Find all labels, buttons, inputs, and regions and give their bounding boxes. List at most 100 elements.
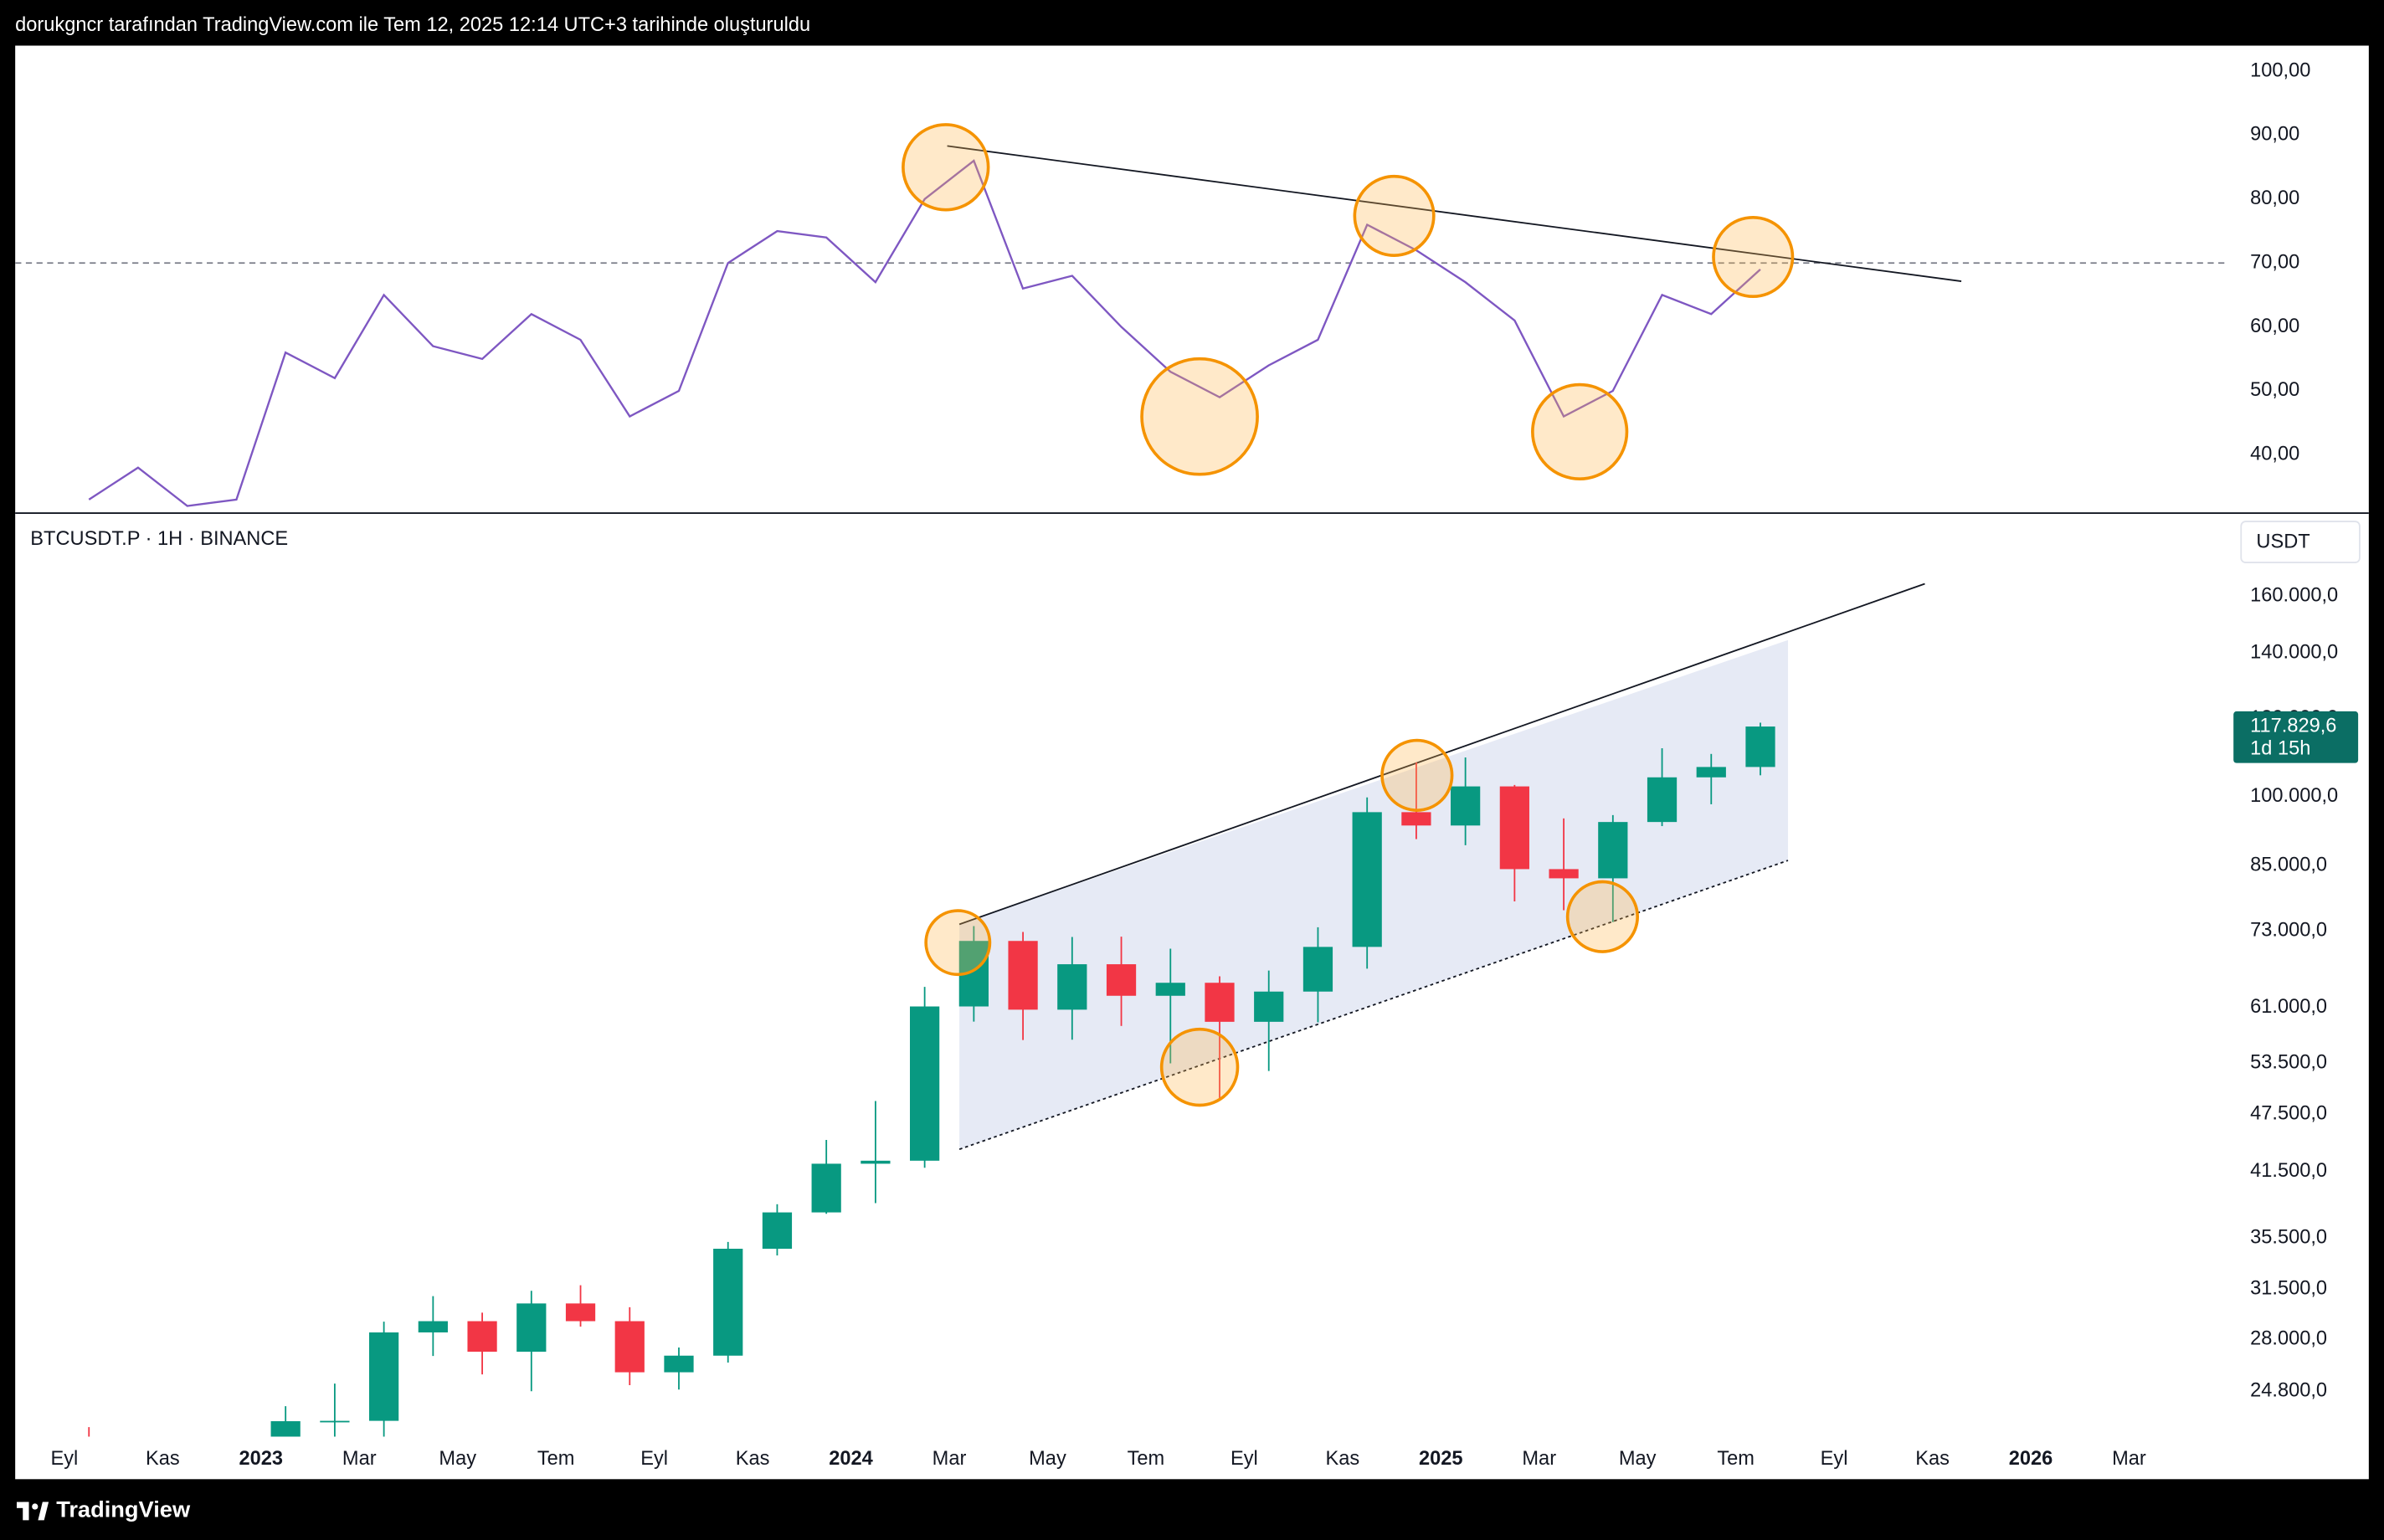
chart-area <box>15 45 2369 1480</box>
x-tick-label: Mar <box>1522 1448 1556 1470</box>
x-tick-label: Kas <box>1325 1448 1359 1470</box>
price-y-tick-label: 73.000,0 <box>2250 919 2327 941</box>
x-tick-label: Kas <box>146 1448 180 1470</box>
x-tick-label: Kas <box>736 1448 770 1470</box>
x-tick-label: Tem <box>1128 1448 1165 1470</box>
annotation-circle <box>1353 174 1436 257</box>
candle-body <box>713 1248 743 1356</box>
rsi-y-tick-label: 90,00 <box>2250 124 2299 146</box>
candle-body <box>418 1321 448 1332</box>
annotation-circle <box>1712 215 1795 299</box>
candle-body <box>1401 812 1431 826</box>
candle-body <box>565 1303 596 1322</box>
candle-body <box>1499 786 1529 870</box>
candle-body <box>762 1212 793 1249</box>
header-text: dorukgncr tarafından TradingView.com ile… <box>15 14 810 36</box>
price-y-tick-label: 31.500,0 <box>2250 1278 2327 1300</box>
price-y-tick-label: 85.000,0 <box>2250 855 2327 876</box>
rsi-pane <box>15 159 2227 507</box>
price-y-tick-label: 47.500,0 <box>2250 1102 2327 1124</box>
candle-body <box>614 1321 645 1373</box>
x-tick-label: Kas <box>1915 1448 1950 1470</box>
annotation-circle <box>1159 1027 1240 1107</box>
candle-body <box>1549 869 1579 879</box>
currency-box[interactable] <box>2240 521 2361 563</box>
candle-body <box>1106 964 1137 996</box>
footer-logo <box>16 1502 49 1521</box>
x-tick-label: Eyl <box>1231 1448 1258 1470</box>
candle-body <box>910 1006 940 1161</box>
price-y-tick-label: 41.500,0 <box>2250 1160 2327 1182</box>
x-tick-label: Tem <box>537 1448 575 1470</box>
candle-body <box>1598 822 1628 879</box>
price-y-tick-label: 100.000,0 <box>2250 785 2338 807</box>
footer-brand: TradingView <box>56 1496 191 1522</box>
x-tick-label: Eyl <box>50 1448 78 1470</box>
candle-body <box>1057 964 1087 1010</box>
price-y-tick-label: 53.500,0 <box>2250 1052 2327 1074</box>
price-y-tick-label: 28.000,0 <box>2250 1328 2327 1350</box>
x-tick-label: 2024 <box>829 1448 873 1470</box>
candle-body <box>1352 812 1382 947</box>
x-tick-label: Eyl <box>640 1448 668 1470</box>
rsi-y-tick-label: 40,00 <box>2250 444 2299 465</box>
candle-body <box>1745 726 1775 767</box>
price-y-tick-label: 24.800,0 <box>2250 1380 2327 1402</box>
annotation-circle <box>902 123 990 212</box>
candle-body <box>320 1420 350 1423</box>
rsi-line <box>88 159 1761 507</box>
price-tag: 117.829,61d 15h <box>2233 711 2359 763</box>
price-y-tick-label: 160.000,0 <box>2250 584 2338 606</box>
x-tick-label: May <box>1029 1448 1066 1470</box>
rsi-y-tick-label: 100,00 <box>2250 59 2310 81</box>
candle-body <box>1155 983 1185 996</box>
rsi-y-tick-label: 50,00 <box>2250 379 2299 401</box>
price-y-tick-label: 35.500,0 <box>2250 1227 2327 1249</box>
candle-body <box>664 1355 694 1373</box>
last-price-label: 117.829,6 <box>2250 715 2336 737</box>
candle-body <box>270 1421 301 1437</box>
rsi-y-tick-label: 70,00 <box>2250 251 2299 273</box>
x-tick-label: 2023 <box>239 1448 284 1470</box>
x-tick-label: Eyl <box>1821 1448 1848 1470</box>
candle-body <box>1302 947 1333 992</box>
bar-countdown: 1d 15h <box>2250 738 2310 760</box>
x-tick-label: Mar <box>2112 1448 2146 1470</box>
last-price-tag <box>2233 711 2359 763</box>
price-y-tick-label: 61.000,0 <box>2250 996 2327 1018</box>
x-tick-label: 2025 <box>1419 1448 1463 1470</box>
x-tick-label: Mar <box>342 1448 377 1470</box>
currency-label[interactable]: USDT <box>2256 531 2310 553</box>
channel-top-line <box>958 583 1925 926</box>
annotation-circle <box>1380 738 1454 812</box>
annotations <box>902 123 1795 1107</box>
candle-body <box>1008 941 1038 1010</box>
x-tick-label: 2026 <box>2009 1448 2053 1470</box>
x-tick-label: May <box>439 1448 476 1470</box>
candle-body <box>1254 991 1284 1022</box>
annotation-circle <box>1531 382 1629 480</box>
annotation-circle <box>1565 880 1639 953</box>
candle-body <box>811 1163 841 1213</box>
symbol-title: BTCUSDT.P · 1H · BINANCE <box>30 528 288 550</box>
candle-body <box>861 1160 891 1164</box>
candle-body <box>1451 786 1481 826</box>
candle-body <box>516 1303 547 1353</box>
x-tick-label: May <box>1619 1448 1657 1470</box>
rsi-y-tick-label: 80,00 <box>2250 187 2299 209</box>
price-pane <box>88 722 1775 1437</box>
candle-body <box>1647 777 1678 823</box>
candle-body <box>1696 767 1726 778</box>
x-tick-label: Tem <box>1717 1448 1755 1470</box>
price-y-tick-label: 140.000,0 <box>2250 641 2338 663</box>
candle-body <box>369 1332 399 1421</box>
rsi-y-tick-label: 60,00 <box>2250 316 2299 337</box>
annotation-circle <box>1140 357 1259 476</box>
candle-body <box>1205 983 1235 1022</box>
channel-bottom-line <box>958 860 1789 1151</box>
candle-body <box>467 1321 497 1353</box>
annotation-circle <box>924 909 992 977</box>
x-tick-label: Mar <box>933 1448 967 1470</box>
